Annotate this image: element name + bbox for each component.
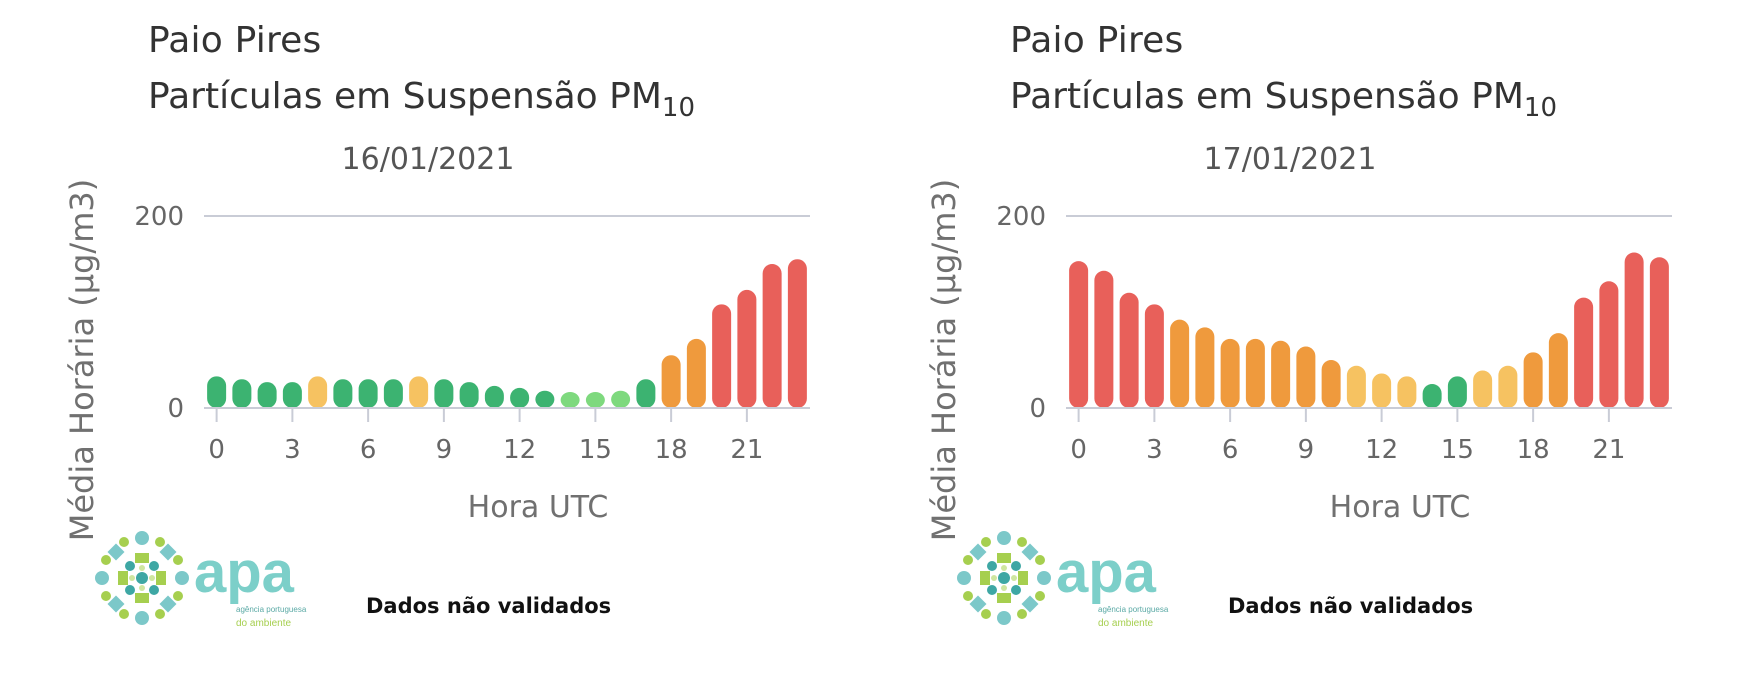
apa-emblem-icon bbox=[957, 531, 1051, 625]
x-tick-label: 12 bbox=[1365, 435, 1398, 465]
bar bbox=[1346, 365, 1366, 408]
x-tick-label: 18 bbox=[655, 435, 688, 465]
pollutant-name: Partículas em Suspensão PM bbox=[1010, 76, 1524, 117]
x-tick-label: 18 bbox=[1517, 435, 1550, 465]
bar bbox=[1245, 338, 1265, 408]
bar bbox=[484, 385, 504, 408]
x-tick-label: 0 bbox=[1070, 435, 1087, 465]
bar bbox=[1321, 360, 1341, 408]
bar bbox=[333, 379, 353, 408]
x-axis-label: Hora UTC bbox=[1329, 490, 1471, 525]
apa-emblem-icon bbox=[95, 531, 189, 625]
station-name: Paio Pires bbox=[1010, 20, 1184, 61]
bar bbox=[1296, 346, 1316, 408]
x-tick-label: 21 bbox=[1592, 435, 1625, 465]
bar bbox=[1144, 304, 1164, 408]
bar bbox=[737, 289, 757, 408]
x-tick-label: 9 bbox=[436, 435, 453, 465]
x-tick-label: 0 bbox=[208, 435, 225, 465]
x-tick-label: 15 bbox=[1441, 435, 1474, 465]
pollutant-title: Partículas em Suspensão PM10 bbox=[1010, 76, 1557, 123]
bar bbox=[1599, 281, 1619, 408]
bar bbox=[1094, 270, 1114, 408]
bar bbox=[1119, 292, 1139, 408]
bar bbox=[1498, 365, 1518, 408]
x-tick-label: 6 bbox=[1222, 435, 1239, 465]
x-tick-label: 21 bbox=[730, 435, 763, 465]
chart-panel-2: Paio Pires Partículas em Suspensão PM10 … bbox=[862, 0, 1722, 678]
bar bbox=[232, 379, 252, 408]
bar bbox=[207, 376, 227, 408]
chart-date: 17/01/2021 bbox=[1203, 142, 1377, 177]
bar bbox=[560, 392, 580, 408]
bar bbox=[1372, 373, 1392, 408]
bar-chart: 0 200 0 3 6 9 12 15 18 21 bbox=[996, 202, 1672, 465]
bar bbox=[308, 376, 328, 408]
chart-panel-1: Paio Pires Partículas em Suspensão PM10 … bbox=[0, 0, 860, 678]
pollutant-subscript: 10 bbox=[1523, 93, 1557, 123]
logo-wordmark: apa bbox=[1056, 540, 1157, 605]
logo-wordmark: apa bbox=[194, 540, 295, 605]
bar bbox=[1271, 340, 1291, 408]
bar bbox=[257, 382, 277, 408]
y-tick-label: 0 bbox=[1029, 394, 1046, 424]
bar bbox=[409, 376, 429, 408]
logo-subtext-1: agência portuguesa bbox=[1098, 605, 1169, 614]
logo-subtext-1: agência portuguesa bbox=[236, 605, 307, 614]
validation-note: Dados não validados bbox=[1228, 594, 1474, 618]
y-tick-label: 200 bbox=[996, 202, 1046, 232]
bar bbox=[1422, 384, 1442, 408]
bar bbox=[1397, 376, 1417, 408]
chart-date: 16/01/2021 bbox=[341, 142, 515, 177]
pollutant-title: Partículas em Suspensão PM10 bbox=[148, 76, 695, 123]
station-name: Paio Pires bbox=[148, 20, 322, 61]
apa-logo: apa agência portuguesa do ambiente bbox=[957, 531, 1169, 629]
x-tick-label: 9 bbox=[1298, 435, 1315, 465]
apa-logo: apa agência portuguesa do ambiente bbox=[95, 531, 307, 629]
bar bbox=[1069, 261, 1089, 408]
pollutant-name: Partículas em Suspensão PM bbox=[148, 76, 662, 117]
bar bbox=[1473, 370, 1493, 408]
bar bbox=[1548, 333, 1568, 408]
bar bbox=[383, 379, 403, 408]
bar bbox=[636, 379, 656, 408]
bar bbox=[510, 387, 530, 408]
bar bbox=[611, 390, 631, 408]
bar bbox=[1649, 257, 1669, 408]
logo-subtext-2: do ambiente bbox=[236, 618, 291, 629]
logo-subtext-2: do ambiente bbox=[1098, 618, 1153, 629]
bar bbox=[535, 390, 555, 408]
bar bbox=[1195, 327, 1215, 408]
bar bbox=[459, 382, 479, 408]
bar bbox=[585, 392, 605, 408]
pollutant-subscript: 10 bbox=[661, 93, 695, 123]
bar bbox=[1523, 352, 1543, 408]
bar bbox=[661, 355, 681, 408]
bar bbox=[1447, 376, 1467, 408]
bar bbox=[282, 382, 302, 408]
bar bbox=[1170, 319, 1190, 408]
x-tick-label: 3 bbox=[284, 435, 301, 465]
bar bbox=[787, 259, 807, 408]
bar bbox=[358, 379, 378, 408]
bar bbox=[1220, 338, 1240, 408]
x-tick-label: 12 bbox=[503, 435, 536, 465]
x-tick-label: 6 bbox=[360, 435, 377, 465]
y-tick-label: 0 bbox=[167, 394, 184, 424]
bar bbox=[712, 304, 732, 408]
bar bbox=[1624, 252, 1644, 408]
x-tick-label: 3 bbox=[1146, 435, 1163, 465]
bar-chart: 0 200 0 3 6 9 12 15 18 21 bbox=[134, 202, 810, 465]
x-axis-label: Hora UTC bbox=[467, 490, 609, 525]
validation-note: Dados não validados bbox=[366, 594, 612, 618]
bar bbox=[686, 338, 706, 408]
bar bbox=[434, 379, 454, 408]
bar bbox=[762, 264, 782, 408]
bar bbox=[1574, 297, 1594, 408]
x-tick-label: 15 bbox=[579, 435, 612, 465]
y-tick-label: 200 bbox=[134, 202, 184, 232]
